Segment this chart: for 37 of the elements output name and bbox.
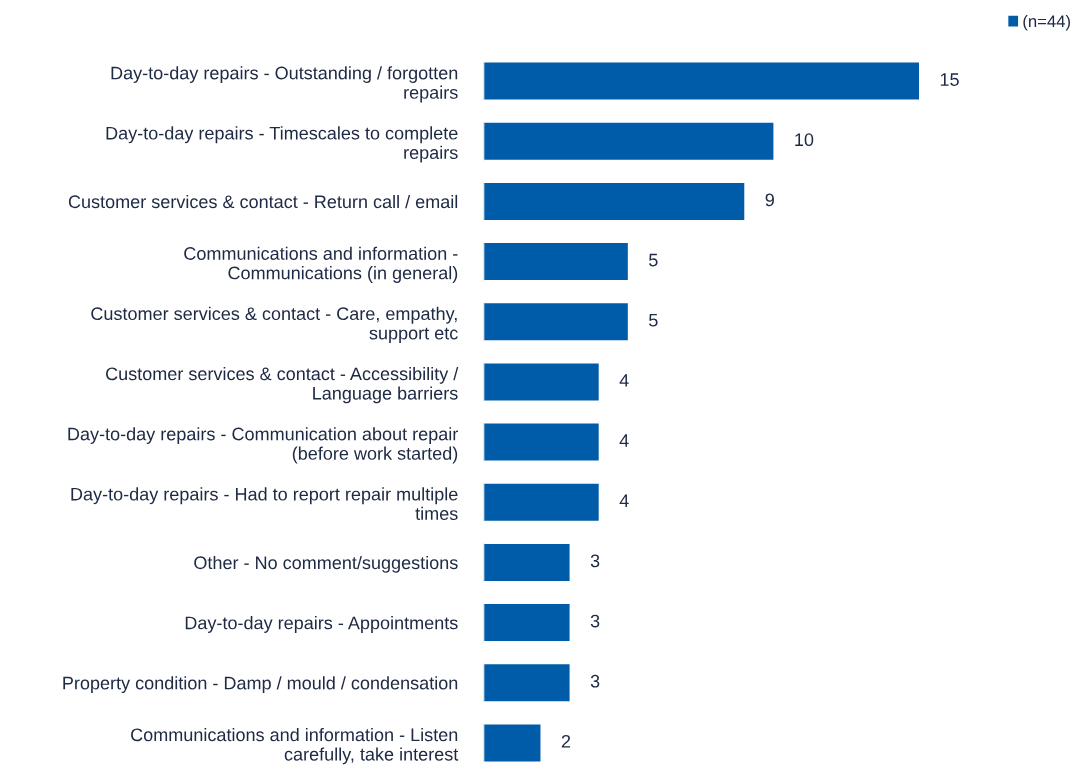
bar: [483, 301, 630, 343]
data-label: 15: [940, 73, 959, 86]
y-tick-label: Day-to-day repairs - Timescales to complete repairs: [106, 126, 458, 163]
bar: [483, 541, 572, 584]
data-label: 4: [619, 494, 629, 507]
y-tick-label: Property condition - Damp / mould / condensation: [63, 676, 458, 694]
bar: [483, 241, 630, 283]
y-tick-label: Customer services & contact - Accessibility / Language barriers: [106, 366, 459, 404]
legend-label: (n=44): [1023, 15, 1070, 31]
y-tick-label: Communications and information - Listen carefully, take interest: [131, 727, 459, 765]
bar: [483, 180, 747, 223]
y-tick-label: Other - No comment/suggestions: [194, 555, 458, 573]
bar: [483, 120, 776, 162]
data-label: 2: [561, 734, 571, 748]
bar: [483, 601, 572, 644]
data-label: 3: [590, 614, 600, 628]
bar: [483, 722, 543, 764]
data-label: 5: [649, 314, 658, 327]
data-label: 4: [619, 374, 629, 387]
y-tick-label: Day-to-day repairs - Had to report repair multiple times: [71, 487, 458, 521]
data-label: 5: [649, 253, 658, 267]
data-label: 3: [590, 674, 600, 688]
data-label: 4: [619, 434, 629, 447]
bar: [483, 662, 572, 704]
y-tick-label: Day-to-day repairs - Outstanding / forgotten repairs: [111, 66, 458, 103]
bar: [483, 361, 601, 403]
bar: [483, 421, 601, 463]
data-label: 9: [765, 193, 774, 207]
bar: [483, 60, 922, 102]
y-tick-label: Customer services & contact - Return call / email: [68, 194, 458, 209]
y-tick-label: Communications and information - Communications (in general): [184, 246, 458, 283]
y-tick-label: Day-to-day repairs - Appointments: [185, 616, 458, 633]
y-tick-label: Day-to-day repairs - Communication about repair (before work started): [68, 427, 458, 464]
bar: [483, 481, 601, 523]
data-label: 10: [795, 133, 814, 147]
data-label: 3: [590, 554, 600, 568]
y-tick-label: Customer services & contact - Care, empathy, support etc: [91, 306, 458, 344]
